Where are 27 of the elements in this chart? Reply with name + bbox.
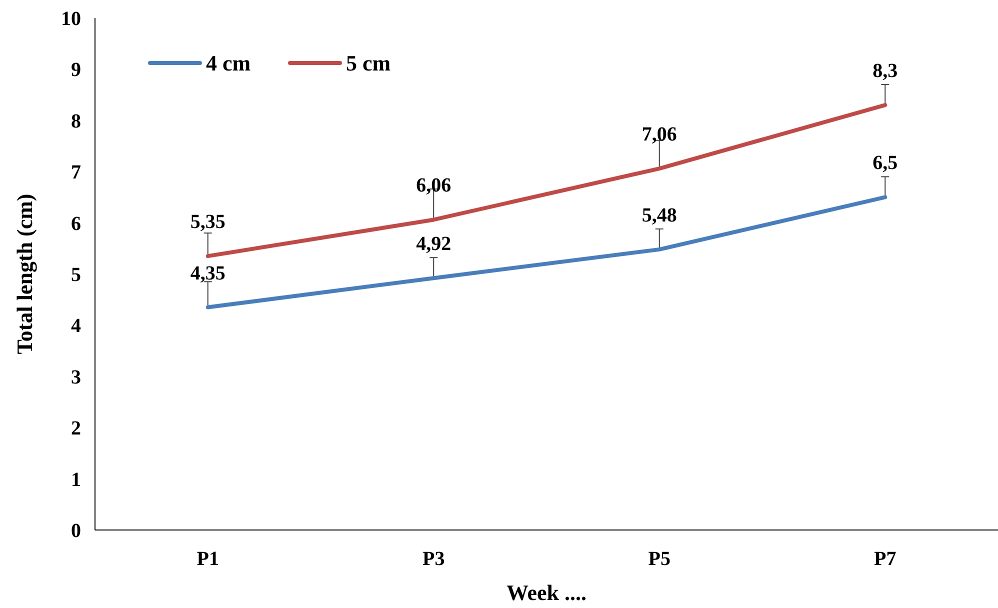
- data-label: 4,35: [190, 262, 226, 284]
- y-axis-title: Total length (cm): [12, 194, 37, 354]
- x-tick-label: P7: [874, 548, 896, 570]
- x-tick-label: P1: [196, 548, 219, 570]
- y-tick-label: 3: [71, 366, 81, 388]
- x-tick-label: P5: [648, 548, 670, 570]
- data-label: 8,3: [872, 60, 898, 82]
- data-label: 5,35: [190, 211, 226, 234]
- legend-label: 4 cm: [206, 50, 251, 76]
- x-axis-title: Week ....: [506, 580, 587, 605]
- y-tick-label: 1: [71, 468, 81, 491]
- data-label: 6,5: [872, 152, 898, 174]
- data-label: 4,92: [416, 233, 452, 256]
- y-tick-label: 7: [71, 162, 81, 184]
- y-tick-label: 0: [71, 520, 81, 542]
- y-tick-label: 8: [71, 110, 81, 132]
- y-tick-label: 5: [71, 264, 81, 286]
- y-tick-label: 6: [71, 212, 81, 235]
- y-tick-label: 10: [61, 8, 81, 30]
- y-tick-label: 9: [71, 59, 81, 82]
- data-label: 5,48: [642, 204, 677, 226]
- y-tick-label: 4: [71, 315, 81, 338]
- y-tick-label: 2: [71, 418, 81, 440]
- data-label: 7,06: [642, 124, 677, 146]
- legend-label: 5 cm: [346, 50, 391, 76]
- data-label: 6,06: [416, 174, 452, 197]
- x-tick-label: P3: [422, 548, 445, 570]
